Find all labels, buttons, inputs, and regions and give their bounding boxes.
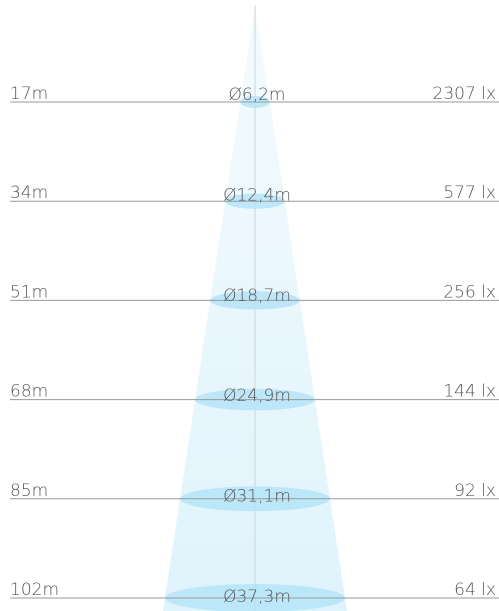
distance-label: 102m <box>10 580 59 600</box>
illuminance-label: 92 lx <box>454 481 496 501</box>
distance-label: 34m <box>10 183 48 203</box>
diameter-label: Ø6,2m <box>229 85 286 105</box>
illuminance-label: 64 lx <box>454 580 496 600</box>
illuminance-label: 144 lx <box>443 382 496 402</box>
distance-label: 68m <box>10 382 48 402</box>
distance-label: 51m <box>10 282 48 302</box>
distance-label: 85m <box>10 481 48 501</box>
illuminance-label: 577 lx <box>443 183 496 203</box>
diameter-label: Ø24,9m <box>223 386 291 406</box>
illuminance-label: 2307 lx <box>433 84 496 104</box>
distance-label: 17m <box>10 84 48 104</box>
diameter-label: Ø37,3m <box>223 587 291 607</box>
diameter-label: Ø31,1m <box>223 487 291 507</box>
illuminance-label: 256 lx <box>443 282 496 302</box>
diameter-label: Ø18,7m <box>223 286 291 306</box>
diameter-label: Ø12,4m <box>223 185 291 205</box>
